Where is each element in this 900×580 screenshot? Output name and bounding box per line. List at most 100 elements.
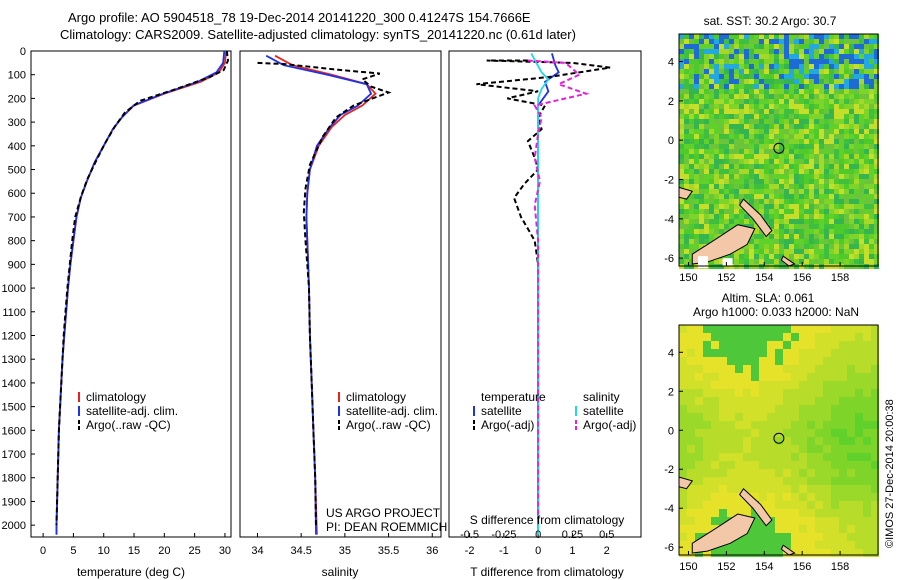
sst_map-cell [814,49,819,54]
sla_map-xtick-label: 158 [831,561,849,573]
sla_map-cell [735,413,743,421]
sst_map-cell [754,254,759,259]
sst_map-cell [789,179,794,184]
sla_map-cell [711,389,719,397]
sst_map-cell [749,69,754,74]
sst_map-cell [719,109,724,114]
sla_map-cell [735,341,743,349]
sst_map-cell [799,74,804,79]
sla_map-cell [807,421,815,429]
temperature-ytick-label: 1200 [2,330,26,342]
sla_map-cell [815,357,823,365]
sla_map-cell [735,365,743,373]
sst_map-cell [809,44,814,49]
sst_map-cell [719,194,724,199]
sst_map-cell [854,109,859,114]
sst_map-cell [839,194,844,199]
sst_map-cell [839,64,844,69]
sst_map-cell [819,199,824,204]
sla_map-cell [751,549,759,557]
sst_map-cell [779,219,784,224]
sst_map-cell [824,254,829,259]
sla_map-cell [807,501,815,509]
sst_map-cell [859,134,864,139]
sst_map-cell [714,209,719,214]
temperature-ytick-label: 300 [8,117,26,129]
sst_map-cell [724,194,729,199]
sst_map-cell [769,204,774,209]
sla_map-cell [855,501,863,509]
sst_map-cell [814,104,819,109]
sla_map-cell [727,405,735,413]
sst_map-cell [839,54,844,59]
sst_map-cell [774,169,779,174]
sla_map-cell [743,421,751,429]
sla_map-cell [775,421,783,429]
sst_map-cell [804,84,809,89]
sst_map-cell [684,199,689,204]
sst_map-cell [804,169,809,174]
sst_map-cell [854,39,859,44]
sst_map-cell [834,199,839,204]
sst_map-cell [809,199,814,204]
sst_map-cell [689,49,694,54]
sst_map-cell [844,179,849,184]
difference-stick-label: -0.5 [460,529,479,541]
sla_map-cell [703,365,711,373]
sst_map-cell [789,224,794,229]
sla_map-cell [807,469,815,477]
sst_map-cell [719,89,724,94]
sla_map-cell [775,477,783,485]
sst_map-cell [784,189,789,194]
sla_map-cell [695,461,703,469]
sst_map-cell [774,144,779,149]
sst_map-cell [824,174,829,179]
sst_map-cell [774,129,779,134]
sla_map-cell [679,453,687,461]
sst_map-cell [699,154,704,159]
sst_map-cell [734,174,739,179]
sla_map-cell [727,429,735,437]
sst_map-cell [699,139,704,144]
sst_map-cell [849,54,854,59]
sst_map-cell [709,179,714,184]
sst_map-cell [769,54,774,59]
sla_map-cell [863,381,871,389]
sst_map-cell [734,149,739,154]
sla_map-cell [743,333,751,341]
salinity-xlabel: salinity [322,565,359,579]
sst_map-cell [869,214,874,219]
sla_map-cell [863,389,871,397]
sla_map-cell [743,357,751,365]
sst_map-cell [734,64,739,69]
difference-xlabel: T difference from climatology [470,565,624,579]
sst_map-cell [759,259,764,264]
sst_map-cell [739,84,744,89]
sst_map-cell [699,89,704,94]
sla_map-cell [831,405,839,413]
sla_map-cell [847,405,855,413]
sst_map-cell [854,164,859,169]
sst_map-cell [704,239,709,244]
sla_map-cell [807,373,815,381]
sst_map-cell [719,184,724,189]
sst_map-cell [684,34,689,39]
sst_map-cell [854,74,859,79]
sst_map-cell [679,44,684,49]
sst_map-cell [804,114,809,119]
salinity-legend-label: climatology [346,390,406,404]
sst_map-cell [679,104,684,109]
sla_map-cell [695,493,703,501]
sst_map-cell [739,209,744,214]
sst_map-cell [749,184,754,189]
sst_map-cell [719,119,724,124]
sst_map-cell [874,129,879,134]
sst_map-cell [729,104,734,109]
sst_map-cell [774,199,779,204]
sla_map-cell [823,549,831,557]
sst_map-cell [719,129,724,134]
sst_map-cell [819,74,824,79]
difference-legend-label: satellite [583,404,624,418]
sst_map-cell [739,254,744,259]
sst_map-cell [874,159,879,164]
